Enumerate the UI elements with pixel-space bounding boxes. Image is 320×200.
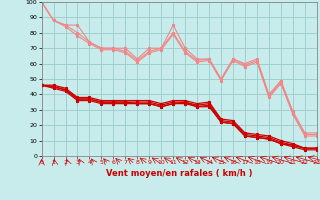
X-axis label: Vent moyen/en rafales ( km/h ): Vent moyen/en rafales ( km/h )	[106, 169, 252, 178]
